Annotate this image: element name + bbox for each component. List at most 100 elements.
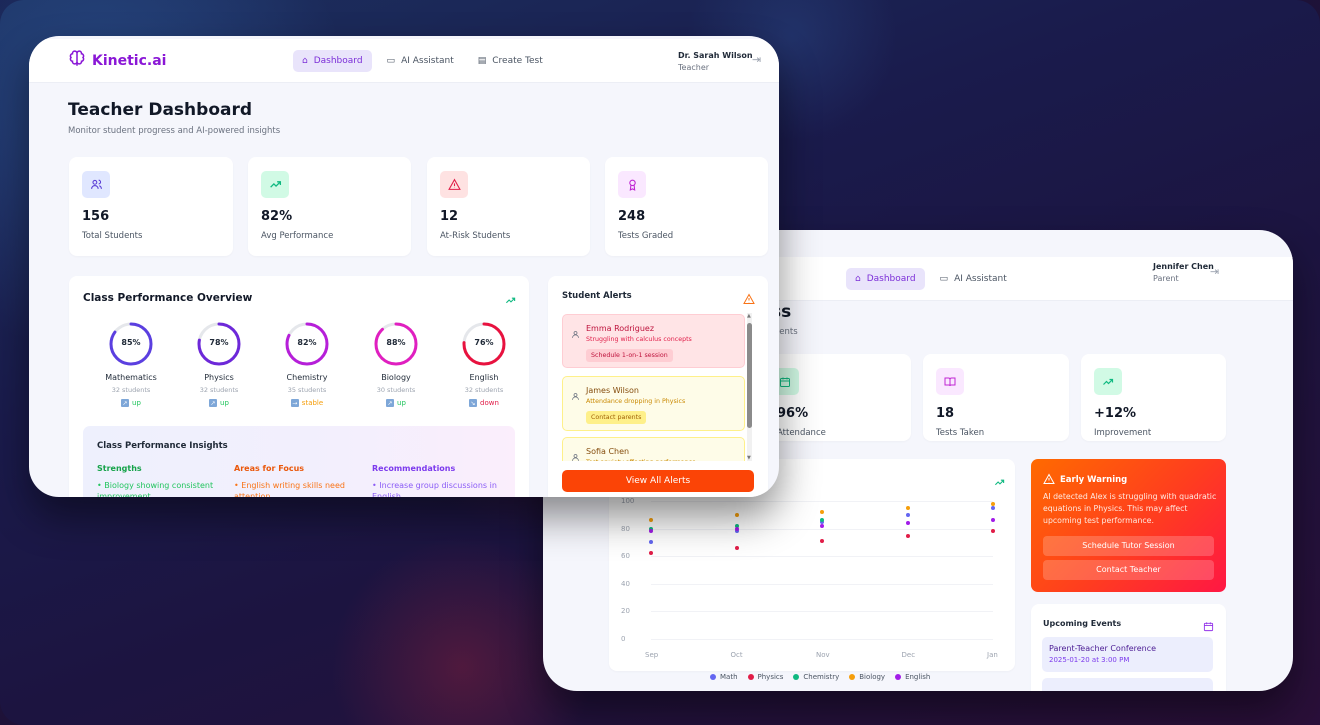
subject-ring-chemistry[interactable]: 82% Chemistry 35 students → stable	[263, 321, 351, 407]
gridline	[651, 556, 993, 558]
event-item[interactable]	[1042, 678, 1213, 691]
data-point-biology[interactable]	[991, 501, 995, 506]
page-subtitle: Monitor student progress and AI-powered …	[68, 126, 281, 136]
y-tick-label: 60	[621, 552, 630, 561]
data-point-chemistry[interactable]	[649, 526, 653, 531]
data-point-math[interactable]	[649, 540, 653, 545]
class-performance-overview-card: Class Performance Overview 85% Mathematic…	[69, 276, 529, 497]
trend-up-icon: ↗	[386, 399, 395, 407]
home-icon: ⌂	[855, 273, 861, 284]
trending-up-icon	[261, 171, 289, 198]
stat-card-improvement: +12% Improvement	[1081, 354, 1226, 441]
subject-ring-physics[interactable]: 78% Physics 32 students ↗ up	[175, 321, 263, 407]
alert-triangle-icon	[743, 290, 755, 309]
data-point-biology[interactable]	[820, 510, 824, 515]
nav-ai-assistant[interactable]: ▭ AI Assistant	[386, 55, 454, 66]
data-point-physics[interactable]	[649, 551, 653, 556]
data-point-physics[interactable]	[991, 529, 995, 534]
data-point-math[interactable]	[734, 529, 739, 534]
trend-down-icon: ↘	[469, 399, 478, 407]
data-point-physics[interactable]	[820, 539, 824, 544]
nav-dashboard[interactable]: ⌂ Dashboard	[846, 267, 925, 290]
stat-card-tests-graded: 248 Tests Graded	[605, 157, 768, 256]
data-point-math[interactable]	[991, 505, 995, 510]
nav-create-test[interactable]: ▤ Create Test	[477, 55, 543, 66]
progress-ring	[285, 322, 329, 366]
teacher-dashboard-window: Kinetic.ai ⌂ Dashboard ▭ AI Assistant ▤ …	[29, 36, 779, 497]
alert-item[interactable]: Sofia Chen Test anxiety affecting perfor…	[562, 437, 745, 461]
data-point-biology[interactable]	[905, 505, 910, 510]
trend-indicator: ↘ down	[469, 399, 499, 407]
user-icon	[571, 386, 580, 405]
data-point-english[interactable]	[991, 518, 995, 523]
subject-ring-mathematics[interactable]: 85% Mathematics 32 students ↗ up	[87, 321, 175, 407]
trend-indicator: ↗ up	[209, 399, 229, 407]
alert-item[interactable]: James Wilson Attendance dropping in Phys…	[562, 376, 745, 431]
nav-ai-assistant[interactable]: ▭ AI Assistant	[939, 273, 1007, 284]
contact-teacher-button[interactable]: Contact Teacher	[1043, 560, 1214, 580]
data-point-english[interactable]	[820, 523, 824, 528]
data-point-english[interactable]	[905, 521, 910, 526]
trending-up-icon	[994, 473, 1005, 492]
alerts-scrollbar[interactable]: ▲ ▼	[747, 313, 752, 461]
book-icon	[936, 368, 964, 395]
data-point-physics[interactable]	[734, 545, 739, 550]
stat-card-avg-performance: 82% Avg Performance	[248, 157, 411, 256]
progress-ring	[197, 322, 241, 366]
alert-triangle-icon	[1043, 470, 1055, 489]
data-point-english[interactable]	[649, 529, 653, 534]
logout-icon[interactable]: ⇥	[752, 53, 762, 66]
x-tick-label: Dec	[901, 651, 916, 659]
trend-indicator: ↗ up	[386, 399, 406, 407]
alert-item[interactable]: Emma Rodriguez Struggling with calculus …	[562, 314, 745, 368]
logout-icon[interactable]: ⇥	[1210, 265, 1220, 278]
progress-ring	[374, 322, 418, 366]
student-alerts-card: Student Alerts Emma Rodriguez Struggling…	[548, 276, 768, 497]
data-point-english[interactable]	[734, 526, 739, 531]
event-item[interactable]: Parent-Teacher Conference 2025-01-20 at …	[1042, 637, 1213, 672]
data-point-biology[interactable]	[734, 512, 739, 517]
stat-card-tests-taken: 18 Tests Taken	[923, 354, 1069, 441]
schedule-tutor-session-button[interactable]: Schedule Tutor Session	[1043, 536, 1214, 556]
chat-icon: ▭	[939, 273, 949, 284]
subject-ring-english[interactable]: 76% English 32 students ↘ down	[440, 321, 528, 407]
trend-up-icon: ↗	[209, 399, 218, 407]
trend-indicator: → stable	[290, 399, 324, 407]
legend-item-biology[interactable]: Biology	[849, 673, 885, 681]
insights-recommendations: Recommendations • Increase group discuss…	[372, 464, 497, 497]
y-tick-label: 40	[621, 579, 630, 588]
stat-card-at-risk: 12 At-Risk Students	[427, 157, 590, 256]
document-icon: ▤	[477, 55, 487, 66]
alerts-list[interactable]: Emma Rodriguez Struggling with calculus …	[548, 313, 768, 461]
trending-up-icon	[505, 291, 516, 310]
legend-item-math[interactable]: Math	[710, 673, 738, 681]
chart-legend: Math Physics Chemistry Biology English	[710, 673, 930, 681]
trend-indicator: ↗ up	[121, 399, 141, 407]
legend-item-chemistry[interactable]: Chemistry	[793, 673, 839, 681]
gridline	[651, 611, 993, 613]
nav-dashboard[interactable]: ⌂ Dashboard	[293, 49, 372, 72]
data-point-chemistry[interactable]	[734, 523, 739, 528]
data-point-physics[interactable]	[905, 533, 910, 538]
data-point-math[interactable]	[905, 512, 910, 517]
stat-card-total-students: 156 Total Students	[69, 157, 233, 256]
gridline	[651, 501, 993, 502]
alert-action-button[interactable]: Contact parents	[586, 411, 647, 424]
legend-item-physics[interactable]: Physics	[747, 673, 783, 681]
data-point-chemistry[interactable]	[820, 518, 824, 523]
brand-logo[interactable]: Kinetic.ai	[68, 49, 166, 72]
legend-item-english[interactable]: English	[895, 673, 930, 681]
user-info: Dr. Sarah Wilson Teacher	[678, 51, 753, 72]
alert-action-button[interactable]: Schedule 1-on-1 session	[586, 349, 673, 362]
view-all-alerts-button[interactable]: View All Alerts	[562, 470, 754, 492]
user-info: Jennifer Chen Parent	[1153, 262, 1214, 283]
home-icon: ⌂	[302, 55, 308, 66]
x-tick-label: Oct	[730, 651, 743, 659]
y-tick-label: 100	[621, 497, 635, 505]
trend-stable-icon: →	[290, 399, 299, 407]
data-point-biology[interactable]	[649, 518, 653, 523]
early-warning-card: Early Warning AI detected Alex is strugg…	[1031, 459, 1226, 592]
y-tick-label: 80	[621, 524, 630, 533]
subject-ring-biology[interactable]: 88% Biology 30 students ↗ up	[352, 321, 440, 407]
progress-ring	[462, 322, 506, 366]
